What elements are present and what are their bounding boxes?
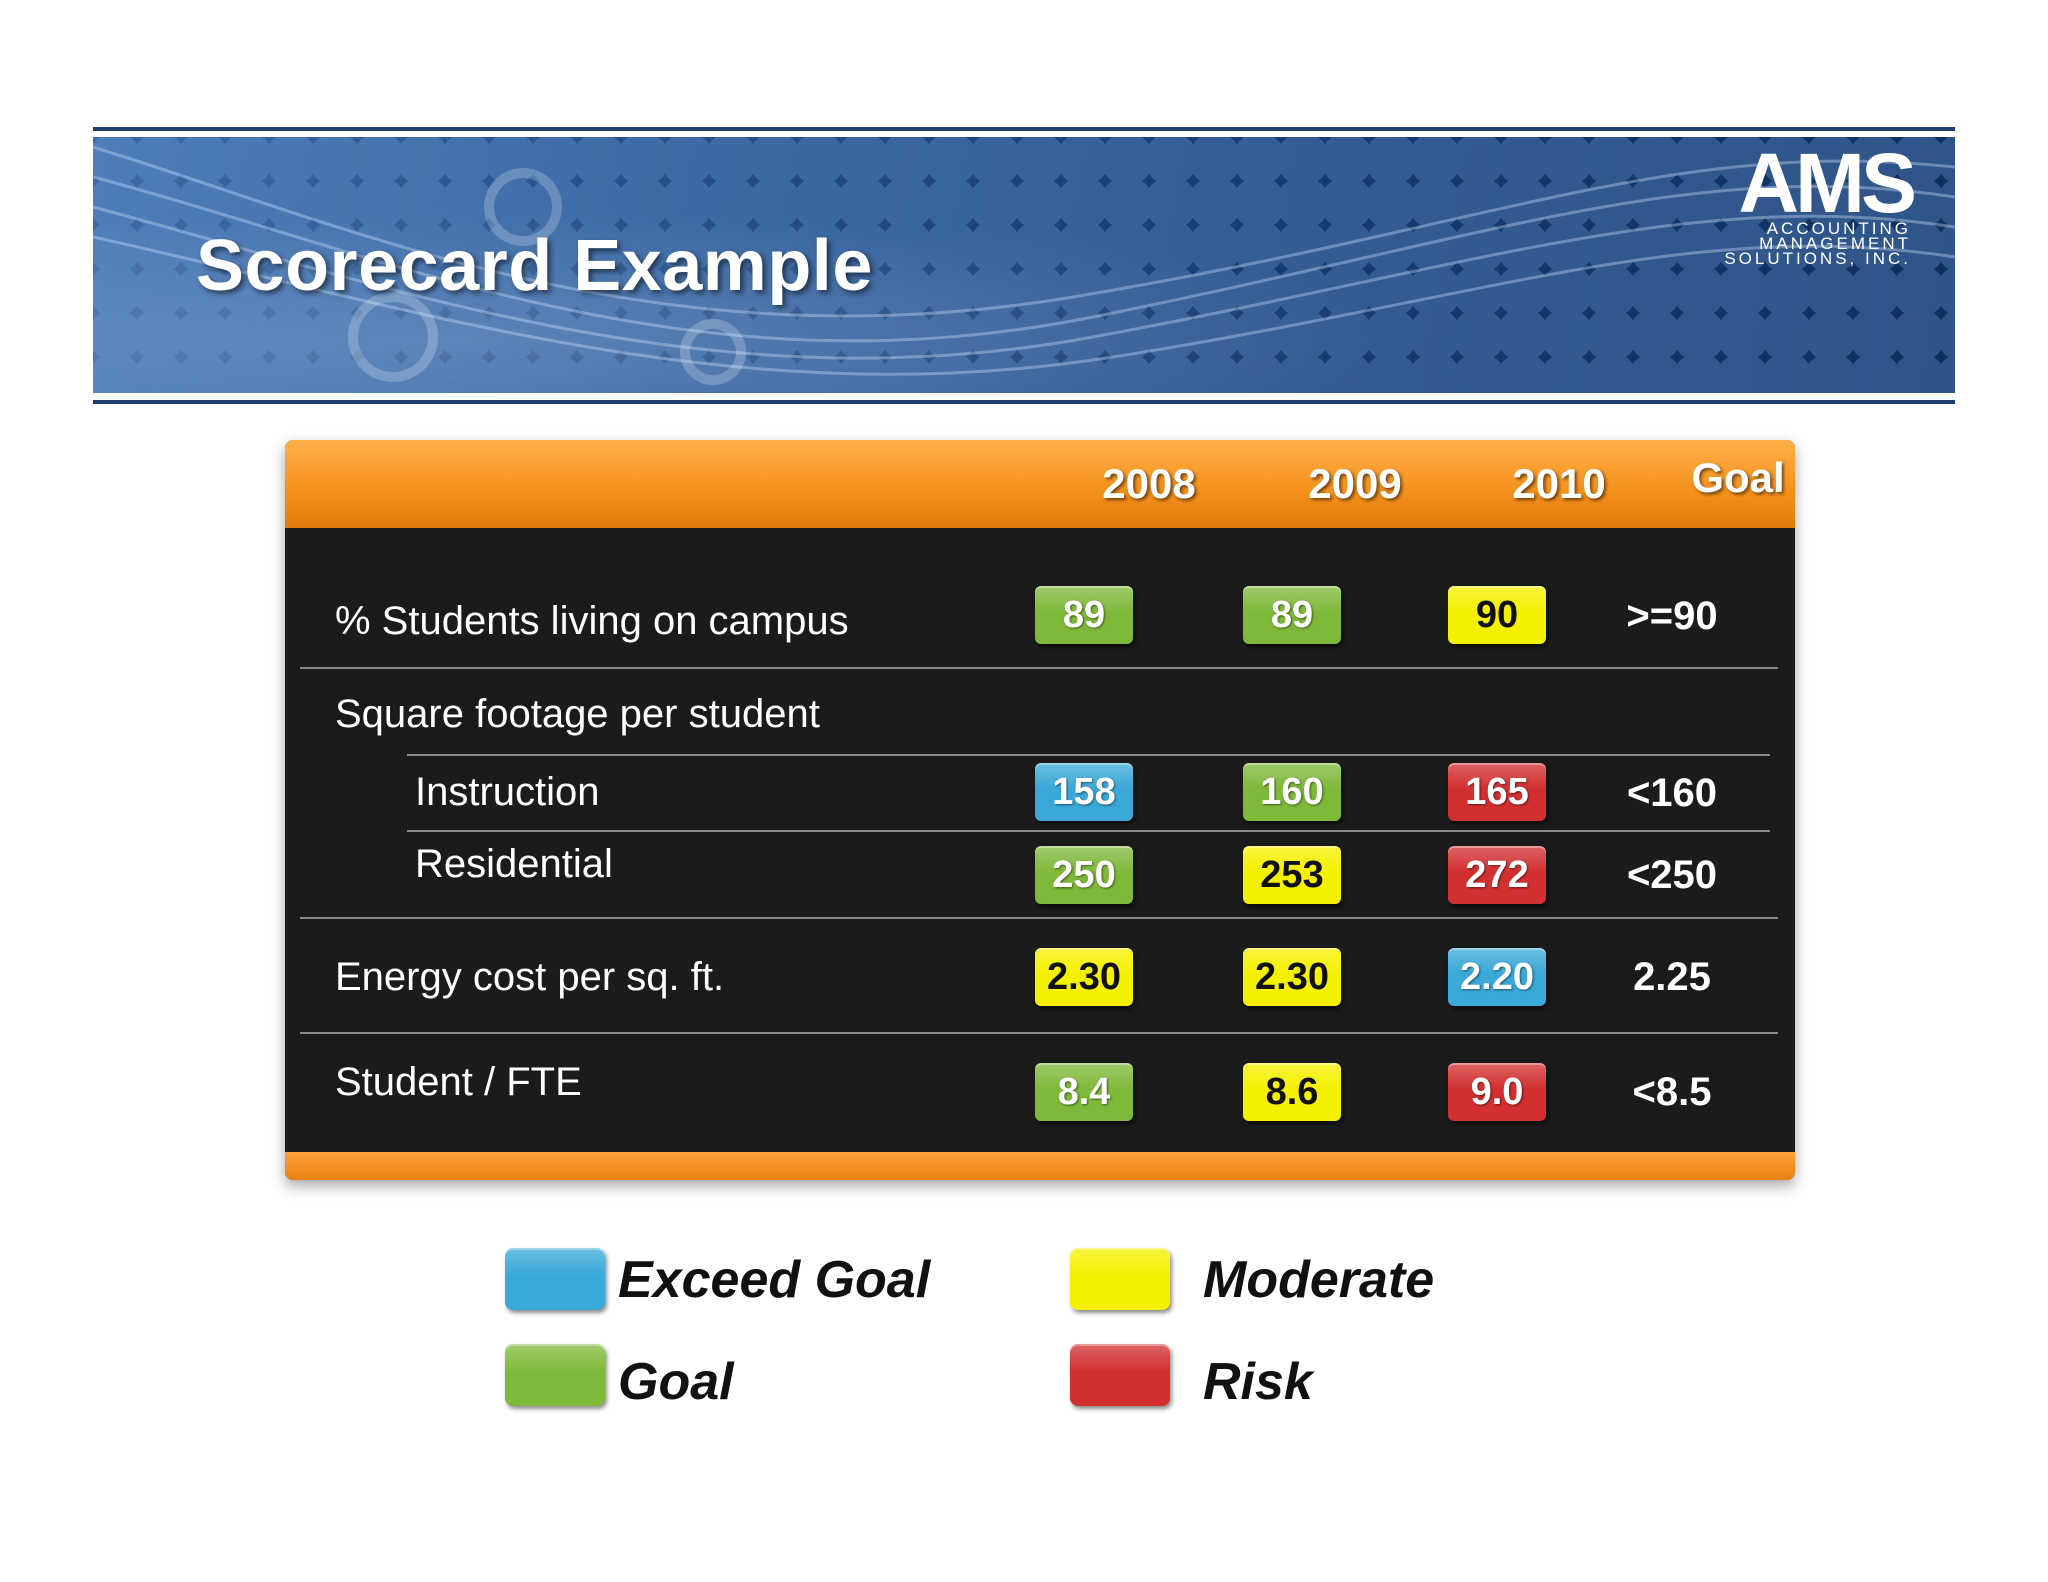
status-badge: 89: [1243, 586, 1341, 644]
legend-label: Exceed Goal: [618, 1251, 931, 1309]
status-badge: 9.0: [1448, 1063, 1546, 1121]
status-badge: 165: [1448, 763, 1546, 821]
table-footer-bar: [285, 1152, 1795, 1180]
status-badge: 90: [1448, 586, 1546, 644]
row-label: Instruction: [415, 770, 600, 814]
banner-top-rule: [93, 127, 1955, 131]
status-badge: 2.30: [1035, 948, 1133, 1006]
legend-label: Risk: [1203, 1353, 1313, 1411]
scorecard-table: 2008 2009 2010 Goal % Students living on…: [285, 440, 1795, 1180]
row-divider: [300, 667, 1778, 669]
table-header: 2008 2009 2010 Goal: [285, 440, 1795, 528]
status-badge: 89: [1035, 586, 1133, 644]
logo-mark: AMS: [1738, 137, 1917, 230]
row-divider: [407, 830, 1770, 832]
column-header: 2010: [1512, 460, 1606, 507]
row-label: Residential: [415, 842, 613, 886]
row-divider: [407, 754, 1770, 756]
status-badge: 2.20: [1448, 948, 1546, 1006]
status-badge: 2.30: [1243, 948, 1341, 1006]
logo-subtitle: ACCOUNTING MANAGEMENT SOLUTIONS, INC.: [1724, 219, 1911, 268]
row-label: % Students living on campus: [335, 599, 849, 643]
legend-swatch-moderate: [1070, 1248, 1170, 1310]
banner-dot-pattern: [93, 137, 1955, 393]
status-badge: 272: [1448, 846, 1546, 904]
status-badge: 8.4: [1035, 1063, 1133, 1121]
row-label: Energy cost per sq. ft.: [335, 955, 725, 999]
company-logo: AMS ACCOUNTING MANAGEMENT SOLUTIONS, INC…: [1651, 137, 1917, 271]
goal-value: 2.25: [1633, 955, 1711, 999]
goal-value: <8.5: [1632, 1070, 1712, 1114]
legend-label: Goal: [618, 1353, 734, 1411]
group-label: Square footage per student: [335, 692, 820, 736]
banner-bottom-rule: [93, 400, 1955, 404]
column-header: 2008: [1102, 460, 1196, 507]
status-badge: 158: [1035, 763, 1133, 821]
legend-swatch-exceed: [505, 1248, 605, 1310]
legend-label: Moderate: [1203, 1251, 1435, 1309]
logo-line: MANAGEMENT: [1759, 234, 1911, 253]
banner-swoosh-graphic: [93, 145, 1955, 385]
logo-line: SOLUTIONS, INC.: [1724, 249, 1911, 268]
row-divider: [300, 1032, 1778, 1034]
column-header: 2009: [1308, 460, 1402, 507]
status-badge: 250: [1035, 846, 1133, 904]
goal-value: <160: [1626, 771, 1718, 815]
column-header: Goal: [1691, 454, 1785, 501]
status-badge: 160: [1243, 763, 1341, 821]
header-banner: Scorecard Example AMS ACCOUNTING MANAGEM…: [93, 137, 1955, 393]
row-label: Student / FTE: [335, 1060, 582, 1104]
row-divider: [300, 917, 1778, 919]
logo-line: ACCOUNTING: [1766, 219, 1911, 238]
goal-value: <250: [1626, 853, 1718, 897]
legend-swatch-risk: [1070, 1344, 1170, 1406]
legend-swatch-goal: [505, 1344, 605, 1406]
status-badge: 253: [1243, 846, 1341, 904]
page-title: Scorecard Example: [196, 226, 873, 306]
status-badge: 8.6: [1243, 1063, 1341, 1121]
goal-value: >=90: [1626, 594, 1718, 638]
